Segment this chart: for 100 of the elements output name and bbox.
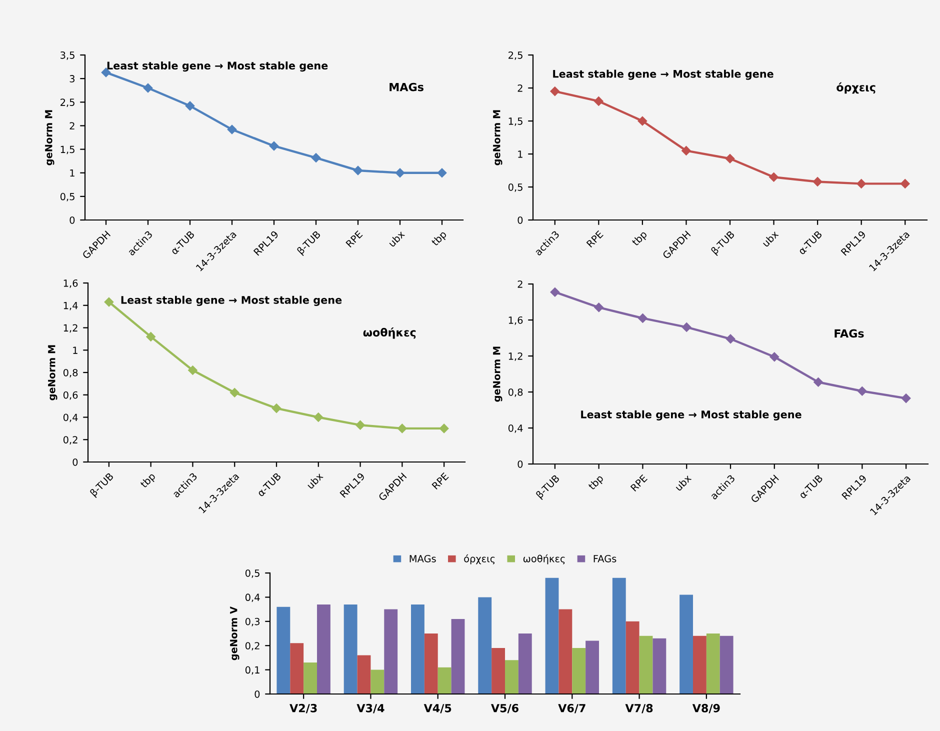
x-tick-label: tbp	[588, 474, 606, 492]
y-tick-label: 0	[518, 216, 523, 224]
x-tick-label: ubx	[674, 474, 692, 492]
bar	[438, 667, 452, 694]
point	[395, 168, 405, 178]
y-tick-label: 0,2	[63, 436, 78, 444]
bar	[276, 606, 290, 694]
bar	[478, 597, 492, 694]
bar	[411, 604, 424, 694]
point	[398, 424, 407, 434]
legend-label: FAGs	[594, 554, 616, 562]
point	[814, 377, 823, 387]
point	[269, 141, 279, 151]
bar	[370, 670, 384, 694]
point	[900, 179, 910, 188]
point	[146, 332, 156, 342]
y-tick-label: 3	[70, 75, 74, 82]
y-tick-label: 1,6	[508, 316, 523, 325]
y-tick-label: 1	[70, 169, 74, 177]
y-tick-label: 0,4	[245, 594, 260, 602]
x-tick-label: tbp	[631, 230, 649, 248]
bar	[652, 638, 666, 694]
text: MAGs	[390, 82, 424, 92]
bar	[706, 634, 720, 694]
y-tick-label: 2	[518, 280, 522, 288]
x-tick-label: ubx	[388, 230, 406, 248]
y-tick-label: 0,8	[63, 368, 78, 378]
x-tick-label: ubx	[306, 472, 324, 490]
bar	[424, 634, 438, 694]
point	[185, 101, 195, 111]
bar	[344, 604, 358, 694]
bar	[304, 662, 317, 694]
y-tick-label: 2,5	[60, 98, 74, 107]
annotation: Least stable gene → Most stable gene	[581, 410, 802, 420]
point	[901, 394, 911, 403]
point	[638, 314, 648, 323]
y-tick-label: 0	[518, 460, 523, 468]
y-axis-title: geNorm M	[493, 346, 502, 402]
point	[143, 83, 153, 93]
y-tick-label: 1	[73, 346, 78, 354]
point	[230, 388, 240, 398]
bar	[290, 643, 304, 694]
point	[770, 352, 780, 362]
bar	[572, 648, 586, 694]
y-axis-title: geNorm M	[48, 345, 58, 400]
bar	[317, 604, 330, 694]
bar	[612, 578, 626, 694]
x-tick-label: tbp	[140, 472, 158, 490]
x-tick-label: tbp	[430, 230, 448, 248]
annotation: Least stable gene → Most stable gene	[553, 70, 774, 80]
x-tick-label: V5/6	[490, 704, 518, 714]
bar	[639, 636, 653, 694]
point	[726, 334, 736, 344]
point	[550, 86, 560, 96]
y-tick-label: 0,5	[508, 183, 522, 192]
point	[769, 172, 778, 182]
legend-label: ωοθήκες	[523, 554, 565, 564]
x-tick-label: V6/7	[558, 704, 586, 714]
bar	[680, 594, 693, 694]
point	[227, 124, 237, 134]
y-tick-label: 0,6	[63, 391, 78, 400]
y-tick-label: 2	[70, 122, 74, 130]
point	[188, 366, 198, 375]
point	[439, 424, 449, 434]
y-tick-label: 0,3	[245, 618, 260, 626]
point	[682, 322, 692, 332]
point	[272, 404, 282, 413]
bar	[518, 634, 532, 694]
point	[638, 116, 648, 126]
y-tick-label: 1,2	[64, 324, 78, 333]
annotation: Least stable gene → Most stable gene	[121, 296, 342, 306]
y-tick-label: 1,4	[64, 302, 78, 310]
y-axis-title: geNorm M	[45, 110, 54, 166]
x-tick-label: V4/5	[424, 704, 452, 714]
annotation: Least stable gene → Most stable gene	[107, 61, 328, 72]
bar	[451, 618, 465, 694]
y-tick-label: 0,5	[60, 192, 74, 202]
point	[314, 412, 324, 422]
y-tick-label: 1	[518, 150, 522, 158]
y-tick-label: 1,5	[508, 118, 522, 126]
y-tick-label: 1,6	[64, 279, 78, 288]
y-tick-label: 0	[70, 216, 75, 224]
text: όρχεις	[836, 82, 876, 94]
point	[856, 179, 866, 188]
y-tick-label: 0,2	[245, 642, 260, 650]
point	[311, 153, 321, 162]
point	[101, 68, 111, 78]
point	[594, 302, 604, 312]
y-tick-label: 0,4	[63, 414, 78, 422]
x-tick-label: V7/8	[625, 704, 653, 714]
bar	[693, 636, 706, 694]
y-tick-label: 2	[518, 84, 522, 92]
point	[437, 168, 447, 178]
legend-label: MAGs	[410, 554, 436, 562]
point	[353, 166, 363, 176]
x-tick-label: ubx	[762, 230, 779, 248]
point	[104, 297, 114, 307]
bar	[505, 660, 518, 694]
text: ωοθήκες	[363, 328, 416, 339]
point	[356, 420, 365, 430]
